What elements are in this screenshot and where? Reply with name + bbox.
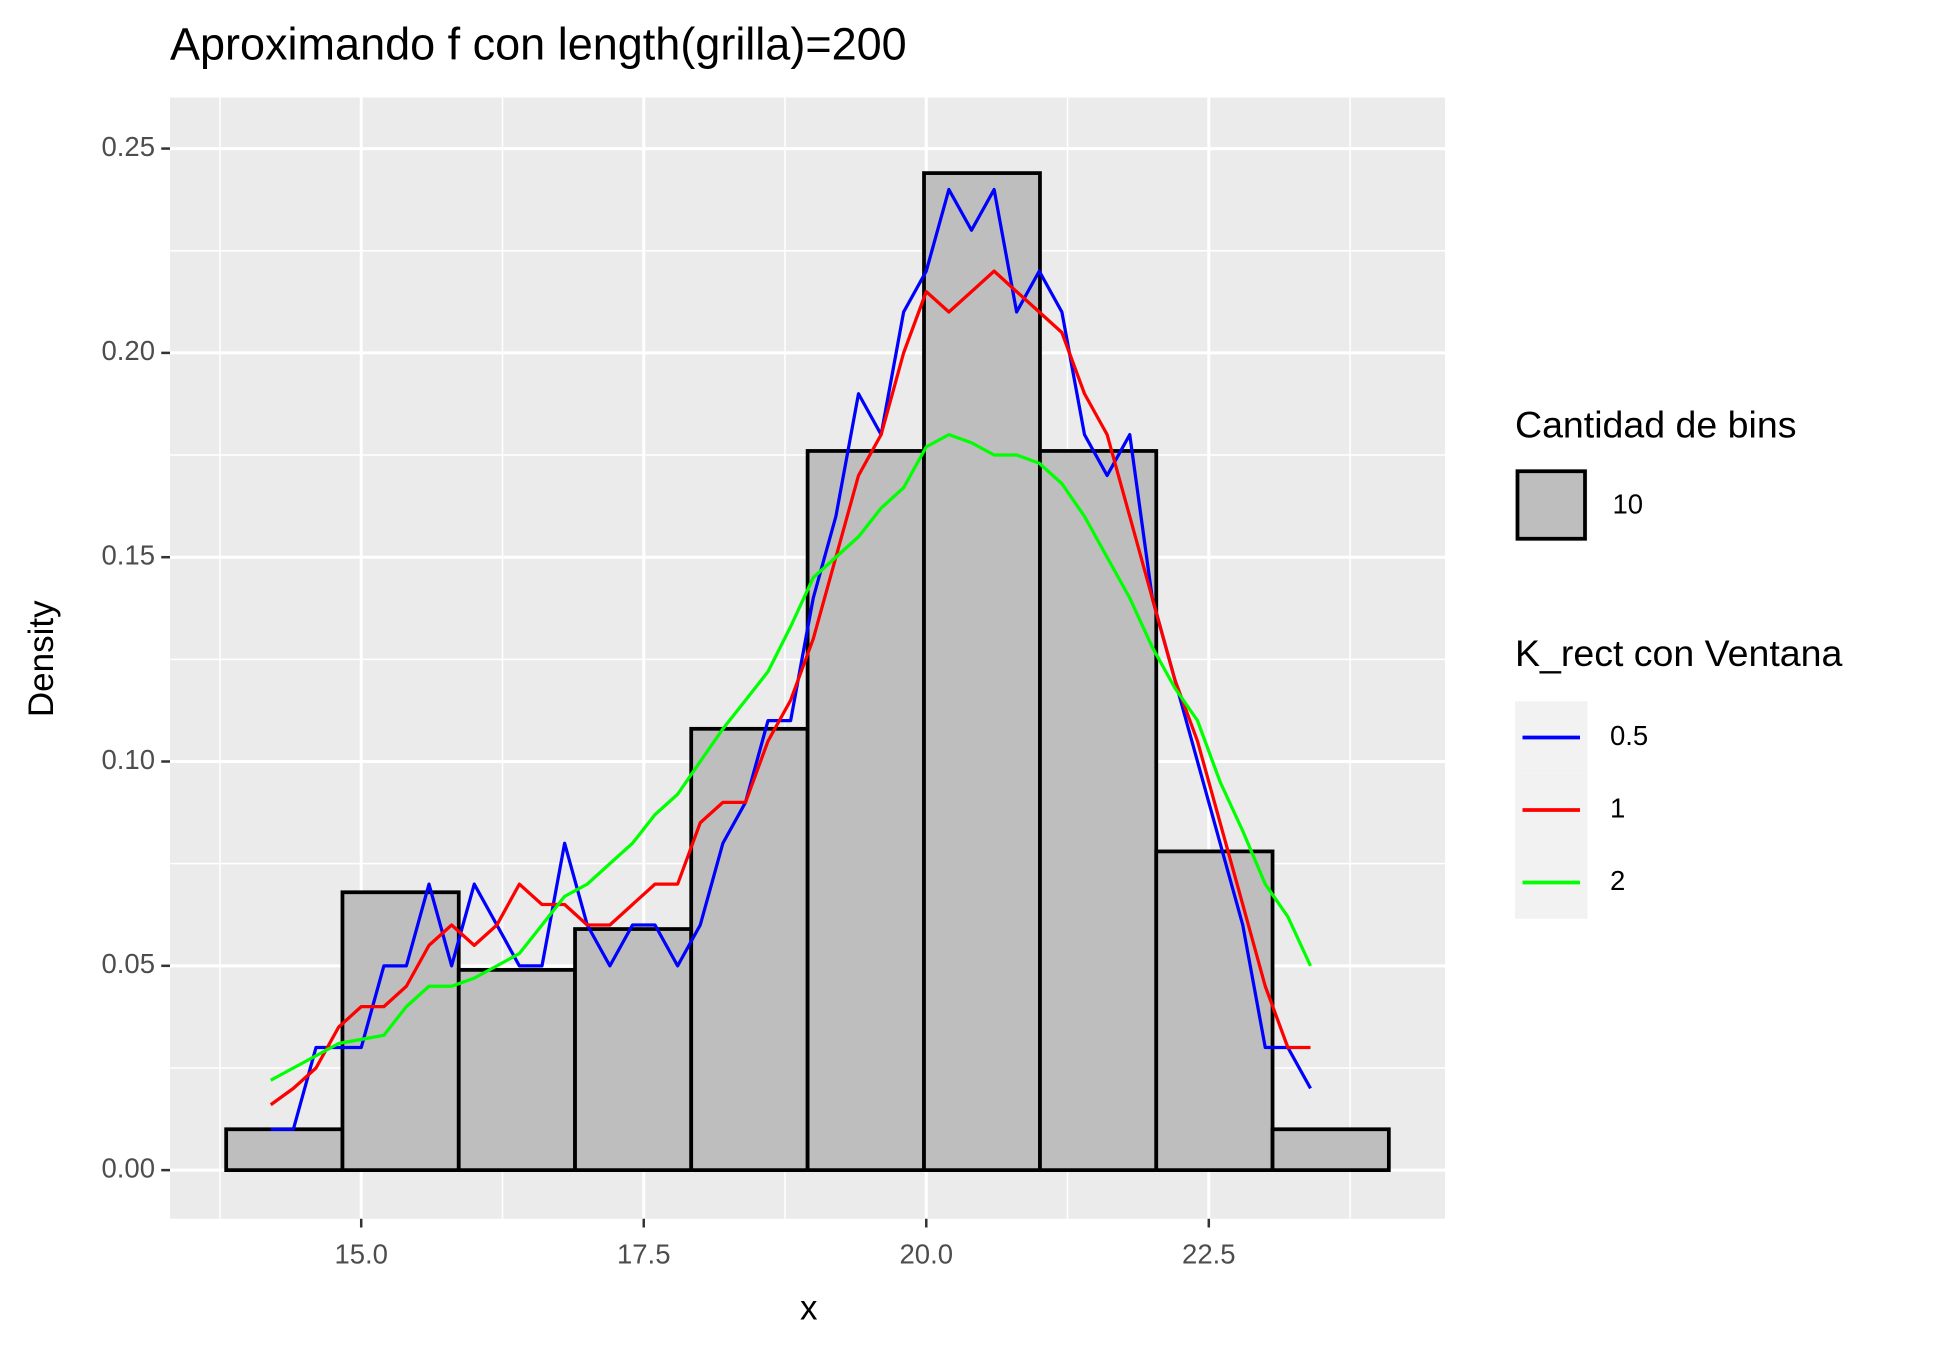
bar [1270,1127,1391,1172]
bar [922,171,1042,1172]
legend-title: Cantidad de bins [1515,403,1796,445]
y-tick-label: 0.10 [101,744,155,775]
x-tick-label: 22.5 [1182,1239,1236,1270]
x-axis-label: x [800,1288,818,1327]
chart-title: Aproximando f con length(grilla)=200 [170,18,907,69]
legend-label: 1 [1610,792,1625,823]
bar [1154,849,1275,1172]
y-tick-label: 0.15 [101,539,155,570]
line [269,433,1312,1082]
bar [805,449,926,1172]
legend-title: K_rect con Ventana [1515,632,1842,674]
y-tick-label: 0.20 [101,335,155,366]
bar [456,968,577,1172]
bar [573,927,694,1172]
y-axis-label: Density [22,600,61,717]
x-tick-label: 17.5 [617,1239,671,1270]
y-tick-label: 0.00 [101,1152,155,1183]
line [269,269,1311,1107]
x-tick-label: 15.0 [334,1239,388,1270]
bar [224,1127,345,1172]
bar [340,890,461,1172]
legend-label: 10 [1613,489,1644,520]
legend: Cantidad de bins 10 K_rect con Ventana 0… [1515,403,1842,919]
y-tick-label: 0.05 [101,948,155,979]
legend-label: 0.5 [1610,720,1648,751]
y-tick-label: 0.25 [101,131,155,162]
bar [689,726,810,1172]
legend-label: 2 [1610,865,1625,896]
bar [1038,449,1159,1172]
plot-area: 0.00 0.05 0.10 0.15 0.20 0.25 15.0 17.5 20.0 22.5 [101,97,1445,1270]
legend-key [1515,469,1587,541]
x-tick-label: 20.0 [900,1239,954,1270]
line [270,187,1312,1131]
